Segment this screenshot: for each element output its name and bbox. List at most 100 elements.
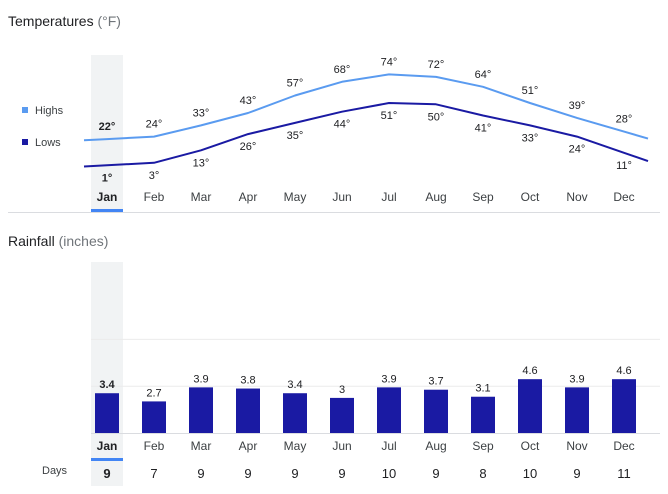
- legend-lows-swatch: [22, 139, 28, 145]
- rain-value-jul: 3.9: [381, 373, 396, 385]
- temp-month-label-jan: Jan: [97, 190, 118, 204]
- low-label-nov: 24°: [569, 144, 586, 156]
- rain-bar-feb: [142, 401, 166, 433]
- temp-month-label-sep: Sep: [472, 190, 494, 204]
- rain-bar-oct: [518, 379, 542, 433]
- temp-selected-underline: [91, 209, 123, 212]
- rain-bar-aug: [424, 389, 448, 433]
- rain-value-dec: 4.6: [616, 365, 631, 377]
- rain-bar-mar: [189, 387, 213, 433]
- temp-month-label-oct: Oct: [521, 190, 540, 204]
- temperature-title-text: Temperatures: [8, 13, 94, 29]
- legend-highs-label: Highs: [35, 105, 64, 117]
- high-label-jul: 74°: [381, 56, 398, 68]
- rain-value-jan: 3.4: [99, 379, 115, 391]
- temp-month-label-apr: Apr: [239, 190, 258, 204]
- high-label-feb: 24°: [146, 119, 163, 131]
- rain-days-jul: 10: [382, 466, 396, 481]
- high-label-mar: 33°: [193, 107, 210, 119]
- low-label-aug: 50°: [428, 111, 445, 123]
- rainfall-unit: (inches): [58, 233, 109, 249]
- rainfall-title: Rainfall (inches): [8, 233, 108, 249]
- high-label-sep: 64°: [475, 69, 492, 81]
- lows-line: [83, 102, 649, 168]
- rain-value-may: 3.4: [287, 379, 302, 391]
- rain-days-nov: 9: [573, 466, 580, 481]
- temp-month-label-may: May: [284, 190, 307, 204]
- rain-bar-apr: [236, 388, 260, 433]
- low-label-oct: 33°: [522, 132, 539, 144]
- rain-month-label-jul: Jul: [381, 439, 396, 453]
- temp-month-label-aug: Aug: [425, 190, 446, 204]
- low-label-jun: 44°: [334, 119, 351, 131]
- rain-value-apr: 3.8: [240, 375, 255, 387]
- low-label-dec: 11°: [616, 160, 632, 172]
- low-label-sep: 41°: [475, 122, 492, 134]
- rain-month-label-feb: Feb: [144, 439, 165, 453]
- high-label-aug: 72°: [428, 59, 445, 71]
- low-label-jan: 1°: [102, 172, 113, 184]
- rain-bar-jul: [377, 387, 401, 433]
- rain-month-label-jun: Jun: [332, 439, 351, 453]
- rain-days-feb: 7: [150, 466, 157, 481]
- rain-bar-jun: [330, 397, 354, 433]
- rain-month-label-may: May: [284, 439, 307, 453]
- temp-month-label-jun: Jun: [332, 190, 351, 204]
- high-label-dec: 28°: [616, 114, 633, 126]
- temperature-title: Temperatures (°F): [8, 13, 121, 29]
- temp-month-label-jul: Jul: [381, 190, 396, 204]
- rain-days-sep: 8: [479, 466, 486, 481]
- rain-selected-underline: [91, 458, 123, 461]
- rain-month-label-sep: Sep: [472, 439, 494, 453]
- high-label-may: 57°: [287, 78, 304, 90]
- low-label-feb: 3°: [149, 170, 160, 182]
- rain-days-may: 9: [291, 466, 298, 481]
- selected-column-highlight-rain: [91, 262, 123, 486]
- rain-month-label-mar: Mar: [191, 439, 212, 453]
- legend-highs: Highs: [22, 105, 63, 117]
- rain-month-label-jan: Jan: [97, 439, 118, 453]
- rain-value-nov: 3.9: [569, 373, 584, 385]
- low-label-apr: 26°: [240, 141, 257, 153]
- low-label-jul: 51°: [381, 110, 398, 122]
- rain-month-label-nov: Nov: [566, 439, 587, 453]
- rain-days-oct: 10: [523, 466, 537, 481]
- low-label-mar: 13°: [193, 157, 210, 169]
- rain-month-label-oct: Oct: [521, 439, 540, 453]
- rain-month-label-aug: Aug: [425, 439, 446, 453]
- high-label-oct: 51°: [522, 85, 539, 97]
- section-divider: [8, 212, 660, 213]
- rain-value-sep: 3.1: [475, 383, 490, 395]
- days-label: Days: [42, 465, 68, 477]
- rain-bar-nov: [565, 387, 589, 433]
- high-label-nov: 39°: [569, 100, 586, 112]
- rain-days-apr: 9: [244, 466, 251, 481]
- legend-lows: Lows: [22, 137, 61, 149]
- high-label-apr: 43°: [240, 95, 257, 107]
- rain-value-feb: 2.7: [146, 387, 161, 399]
- rain-bar-sep: [471, 396, 495, 433]
- temp-month-label-nov: Nov: [566, 190, 587, 204]
- rain-days-dec: 11: [617, 466, 631, 481]
- temperature-unit: (°F): [97, 13, 121, 29]
- legend-highs-swatch: [22, 107, 28, 113]
- rain-value-oct: 4.6: [522, 365, 537, 377]
- temp-month-label-feb: Feb: [144, 190, 165, 204]
- rain-bar-dec: [612, 379, 636, 433]
- temp-month-label-mar: Mar: [191, 190, 212, 204]
- high-label-jan: 22°: [99, 121, 116, 133]
- rain-month-label-apr: Apr: [239, 439, 258, 453]
- highs-line: [83, 73, 649, 142]
- rain-bar-jan: [95, 393, 119, 433]
- rain-days-mar: 9: [197, 466, 204, 481]
- rain-days-jun: 9: [338, 466, 345, 481]
- selected-column-highlight-temp: [91, 55, 123, 212]
- rain-days-jan: 9: [103, 466, 110, 481]
- rain-value-aug: 3.7: [428, 376, 443, 388]
- legend-lows-label: Lows: [35, 137, 61, 149]
- rainfall-title-text: Rainfall: [8, 233, 55, 249]
- rain-bar-may: [283, 393, 307, 433]
- rain-value-jun: 3: [339, 384, 345, 396]
- low-label-may: 35°: [287, 130, 304, 142]
- rain-value-mar: 3.9: [193, 373, 208, 385]
